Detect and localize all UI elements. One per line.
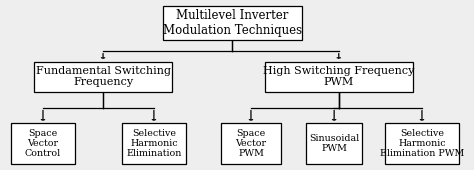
FancyBboxPatch shape (385, 123, 459, 164)
FancyBboxPatch shape (265, 62, 413, 92)
FancyBboxPatch shape (10, 123, 75, 164)
Text: Fundamental Switching
Frequency: Fundamental Switching Frequency (36, 66, 171, 87)
Text: Space
Vector
Control: Space Vector Control (25, 129, 61, 158)
Text: High Switching Frequency
PWM: High Switching Frequency PWM (263, 66, 414, 87)
FancyBboxPatch shape (306, 123, 362, 164)
FancyBboxPatch shape (163, 6, 302, 40)
Text: Sinusoidal
PWM: Sinusoidal PWM (309, 134, 359, 153)
FancyBboxPatch shape (34, 62, 173, 92)
FancyBboxPatch shape (221, 123, 281, 164)
Text: Multilevel Inverter
Modulation Techniques: Multilevel Inverter Modulation Technique… (163, 9, 302, 37)
Text: Selective
Harmonic
Elimination PWM: Selective Harmonic Elimination PWM (380, 129, 464, 158)
FancyBboxPatch shape (121, 123, 186, 164)
Text: Selective
Harmonic
Elimination: Selective Harmonic Elimination (126, 129, 182, 158)
Text: Space
Vector
PWM: Space Vector PWM (236, 129, 266, 158)
